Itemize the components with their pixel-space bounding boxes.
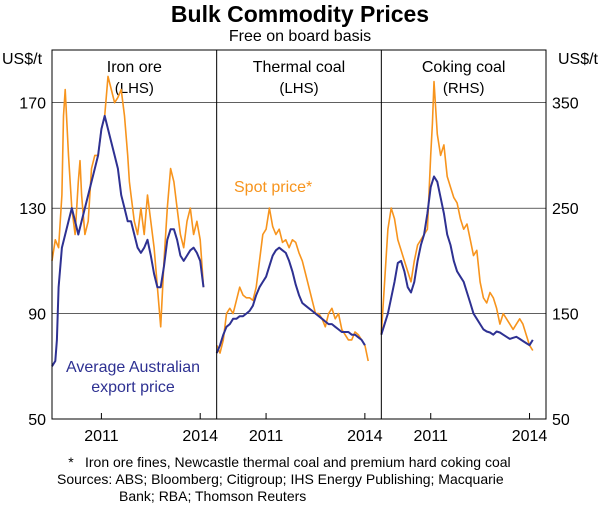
right-y-tick-label: 50	[552, 412, 570, 429]
export-price-annotation-line1: Average Australian	[66, 359, 200, 376]
panel-axis-note: (LHS)	[279, 80, 318, 97]
right-y-tick-label: 350	[552, 96, 579, 113]
left-y-tick-label: 130	[19, 201, 46, 218]
panel-title: Thermal coal	[253, 59, 345, 76]
panel-axis-note: (RHS)	[443, 80, 485, 97]
footnote-marker: *	[68, 454, 74, 470]
spot-price-line-thermal-coal	[215, 207, 369, 362]
plot-frame	[51, 49, 547, 420]
footnote: * Iron ore fines, Newcastle thermal coal …	[57, 454, 587, 471]
x-tick-label: 2014	[512, 428, 548, 445]
x-tick-label: 2011	[84, 428, 119, 445]
x-tick-label: 2014	[182, 428, 218, 445]
left-y-tick-label: 170	[19, 96, 46, 113]
panel-title: Iron ore	[107, 59, 162, 76]
spot-price-annotation: Spot price*	[234, 179, 312, 196]
export-price-line-thermal-coal	[215, 246, 366, 354]
export-price-annotation-line2: export price	[91, 379, 175, 396]
sources-line-2: Bank; RBA; Thomson Reuters	[119, 488, 307, 504]
chart-title: Bulk Commodity Prices	[170, 1, 430, 27]
spot-price-line-iron-ore	[51, 75, 205, 328]
spot-price-line-coking-coal	[380, 80, 534, 351]
chart-footer: * Iron ore fines, Newcastle thermal coal …	[57, 454, 587, 505]
panel-axis-note: (LHS)	[115, 80, 154, 97]
footnote-text: Iron ore fines, Newcastle thermal coal a…	[85, 454, 511, 470]
left-y-tick-label: 50	[28, 412, 46, 429]
panel-title: Coking coal	[422, 59, 506, 76]
left-y-tick-label: 90	[28, 307, 46, 324]
export-price-line-coking-coal	[380, 175, 534, 347]
sources-line-1: Sources: ABS; Bloomberg; Citigroup; IHS …	[57, 471, 504, 487]
right-y-tick-label: 150	[552, 307, 579, 324]
right-y-tick-label: 250	[552, 201, 579, 218]
export-price-line-iron-ore	[51, 114, 205, 367]
right-axis-unit: US$/t	[558, 51, 599, 68]
x-tick-label: 2011	[249, 428, 284, 445]
chart-subtitle: Free on board basis	[228, 28, 372, 45]
x-tick-label: 2011	[414, 428, 449, 445]
left-axis-unit: US$/t	[2, 51, 43, 68]
x-tick-label: 2014	[347, 428, 383, 445]
